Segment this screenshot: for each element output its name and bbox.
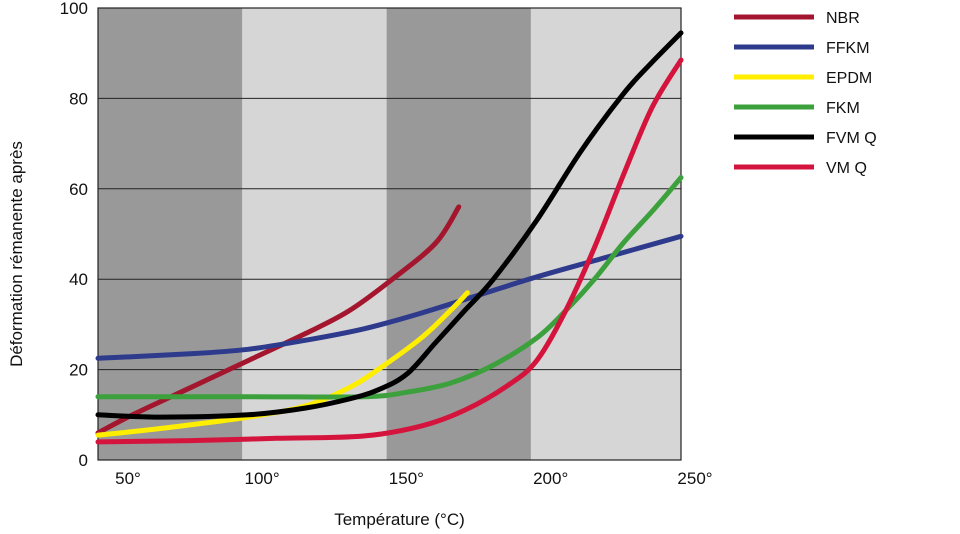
- legend: NBR FFKM EPDM FKM FVM Q VM Q: [734, 10, 877, 177]
- series-lines: [95, 30, 684, 445]
- x-tick-label: 150°: [389, 469, 424, 488]
- y-tick-label: 100: [60, 0, 88, 18]
- legend-item-fvm-q: FVM Q: [734, 130, 877, 147]
- legend-label: FKM: [826, 100, 860, 117]
- legend-label: FVM Q: [826, 130, 877, 147]
- y-axis-label: Déformation rémanente après: [7, 141, 26, 367]
- x-tick-label: 200°: [533, 469, 568, 488]
- series-line-epdm: [95, 290, 470, 438]
- x-tick-label: 250°: [677, 469, 712, 488]
- legend-label: FFKM: [826, 40, 870, 57]
- background-bands: [98, 8, 681, 460]
- legend-label: VM Q: [826, 160, 867, 177]
- legend-item-ffkm: FFKM: [734, 40, 870, 57]
- y-axis-ticks: 0 20 40 60 80 100: [60, 0, 88, 470]
- background-band-1: [98, 8, 243, 460]
- y-tick-label: 80: [69, 89, 88, 108]
- x-tick-label: 100°: [244, 469, 279, 488]
- legend-item-nbr: NBR: [734, 10, 860, 27]
- legend-label: EPDM: [826, 70, 872, 87]
- legend-item-epdm: EPDM: [734, 70, 872, 87]
- series-line-nbr: [95, 204, 462, 436]
- legend-item-fkm: FKM: [734, 100, 860, 117]
- y-tick-label: 40: [69, 270, 88, 289]
- x-tick-label: 50°: [115, 469, 141, 488]
- series-line-fvm-q: [95, 30, 684, 420]
- y-tick-label: 20: [69, 361, 88, 380]
- series-line-ffkm: [95, 233, 684, 361]
- background-band-2: [242, 8, 387, 460]
- series-line-vm-q: [95, 57, 684, 445]
- background-band-4: [530, 8, 681, 460]
- legend-item-vm-q: VM Q: [734, 160, 867, 177]
- y-tick-label: 0: [79, 451, 88, 470]
- x-axis-label: Température (°C): [334, 510, 465, 529]
- legend-label: NBR: [826, 10, 860, 27]
- y-tick-label: 60: [69, 180, 88, 199]
- series-line-fkm: [95, 175, 684, 400]
- x-axis-ticks: 50° 100° 150° 200° 250°: [115, 469, 712, 488]
